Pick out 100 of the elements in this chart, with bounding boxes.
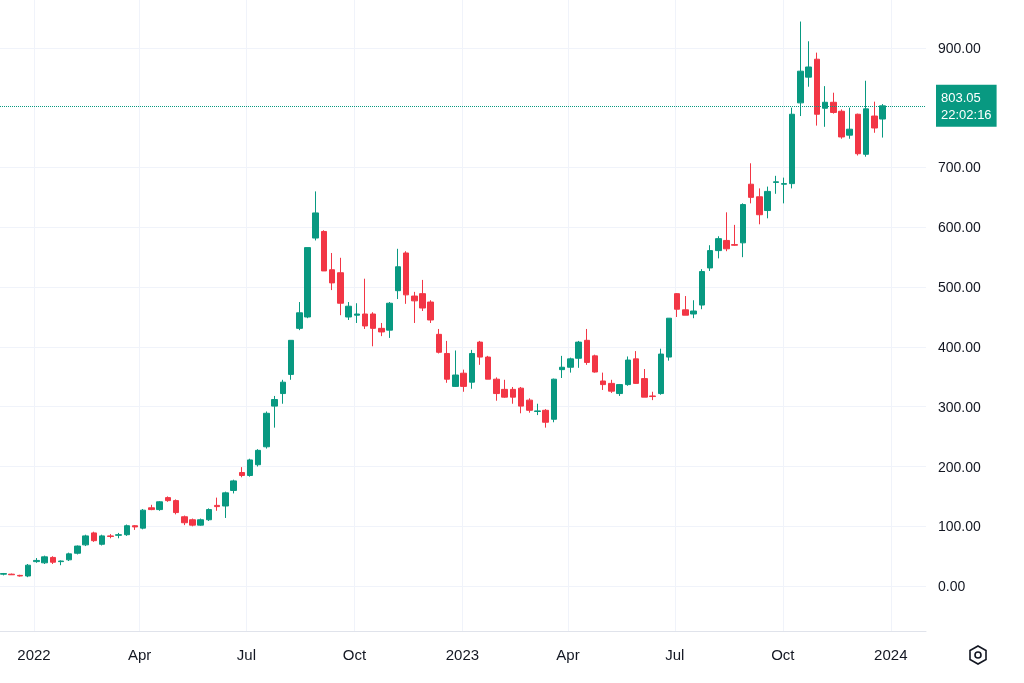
y-tick-label: 400.00 — [938, 338, 982, 355]
candlestick — [633, 350, 639, 385]
candlestick — [214, 497, 220, 512]
x-tick-label: 2023 — [445, 646, 480, 663]
candlestick — [584, 328, 590, 366]
candlestick — [362, 278, 368, 330]
candlestick — [345, 301, 352, 321]
candlestick — [288, 339, 294, 381]
candlestick — [699, 268, 705, 310]
y-tick-label: 0.00 — [938, 578, 966, 595]
candlestick — [518, 386, 524, 414]
candlestick — [436, 328, 442, 354]
candlestick — [551, 378, 557, 423]
candlestick — [715, 235, 722, 259]
candlestick — [173, 498, 179, 515]
candlestick — [239, 466, 245, 478]
candlestick — [814, 52, 820, 127]
text: 22:02:16 — [941, 106, 992, 122]
candlestick — [66, 552, 72, 562]
candlestick — [559, 355, 565, 379]
candlestick — [165, 495, 171, 503]
candlestick — [124, 524, 130, 537]
candlestick — [197, 518, 204, 527]
x-tick-label: Jul — [236, 646, 257, 663]
candlestick — [616, 383, 623, 397]
candlestick — [354, 302, 360, 324]
candlestick — [386, 301, 393, 339]
candlestick — [674, 292, 680, 318]
candlestick — [337, 257, 344, 316]
candlestick — [469, 349, 475, 390]
candlestick — [773, 175, 779, 195]
candlestick — [740, 202, 746, 258]
candlestick — [871, 101, 878, 134]
x-tick-label: Jul — [665, 646, 685, 663]
candlestick — [526, 397, 533, 414]
x-tick-label: Oct — [342, 646, 367, 663]
candlestick — [477, 340, 483, 366]
candlestick — [781, 177, 787, 204]
y-tick-label: 500.00 — [938, 279, 982, 296]
candlestick — [99, 534, 105, 546]
candlestick — [329, 252, 335, 291]
x-tick-label: Apr — [127, 646, 152, 663]
candlestick — [378, 322, 385, 337]
candlestick — [247, 458, 253, 478]
candlestick — [707, 244, 713, 272]
candlestick — [395, 248, 401, 300]
candlestick — [682, 295, 689, 316]
candlestick — [658, 348, 664, 396]
x-tick-label: Oct — [771, 646, 796, 663]
candlestick — [748, 162, 754, 204]
x-tick-label: Apr — [556, 646, 580, 663]
candlestick — [312, 190, 319, 241]
y-tick-label: 700.00 — [938, 159, 982, 176]
candlestick — [140, 508, 146, 530]
y-tick-label: 200.00 — [938, 458, 982, 475]
candlestick — [452, 349, 459, 388]
y-tick-label: 300.00 — [938, 398, 982, 415]
ref-line-label: 803.05 — [941, 89, 981, 105]
candlestick — [206, 507, 212, 522]
candlestick — [255, 448, 261, 468]
candlestick — [756, 187, 763, 225]
candlestick — [230, 479, 237, 494]
candlestick — [115, 532, 122, 539]
candlestick — [91, 531, 97, 543]
x-tick-label: 2022 — [17, 646, 51, 663]
candlestick — [107, 533, 114, 539]
candlestick — [0, 572, 7, 576]
candlestick — [625, 355, 631, 387]
candlestick — [444, 340, 450, 384]
candlestick — [846, 107, 853, 140]
candlestick — [789, 107, 795, 189]
candlestick — [600, 372, 606, 391]
candlestick — [280, 379, 286, 405]
candlestick — [271, 395, 278, 429]
candlestick — [50, 555, 56, 565]
candlestick — [666, 317, 672, 362]
candlestick — [608, 379, 615, 394]
candlestick — [156, 500, 163, 512]
y-tick-label: 600.00 — [938, 219, 982, 236]
candlestick — [534, 403, 541, 416]
candlestick — [58, 559, 64, 566]
candlestick — [132, 524, 138, 531]
candlestick — [764, 186, 771, 219]
candlestick — [460, 369, 467, 393]
y-tick-label: 100.00 — [938, 518, 982, 535]
candlestick — [592, 354, 598, 374]
candlestick — [510, 386, 516, 405]
candlestick — [690, 299, 697, 319]
candlestick — [222, 491, 229, 519]
candlestick — [263, 411, 270, 450]
y-tick-label: 900.00 — [938, 39, 982, 56]
candlestick — [321, 229, 327, 272]
candlestick — [403, 250, 409, 305]
candlestick — [148, 504, 155, 511]
candlestick — [25, 563, 31, 578]
candlestick — [542, 408, 549, 429]
x-tick-label: 2024 — [874, 646, 908, 663]
candlestick — [855, 113, 861, 157]
candlestick — [17, 574, 23, 578]
candlestick — [485, 355, 491, 380]
